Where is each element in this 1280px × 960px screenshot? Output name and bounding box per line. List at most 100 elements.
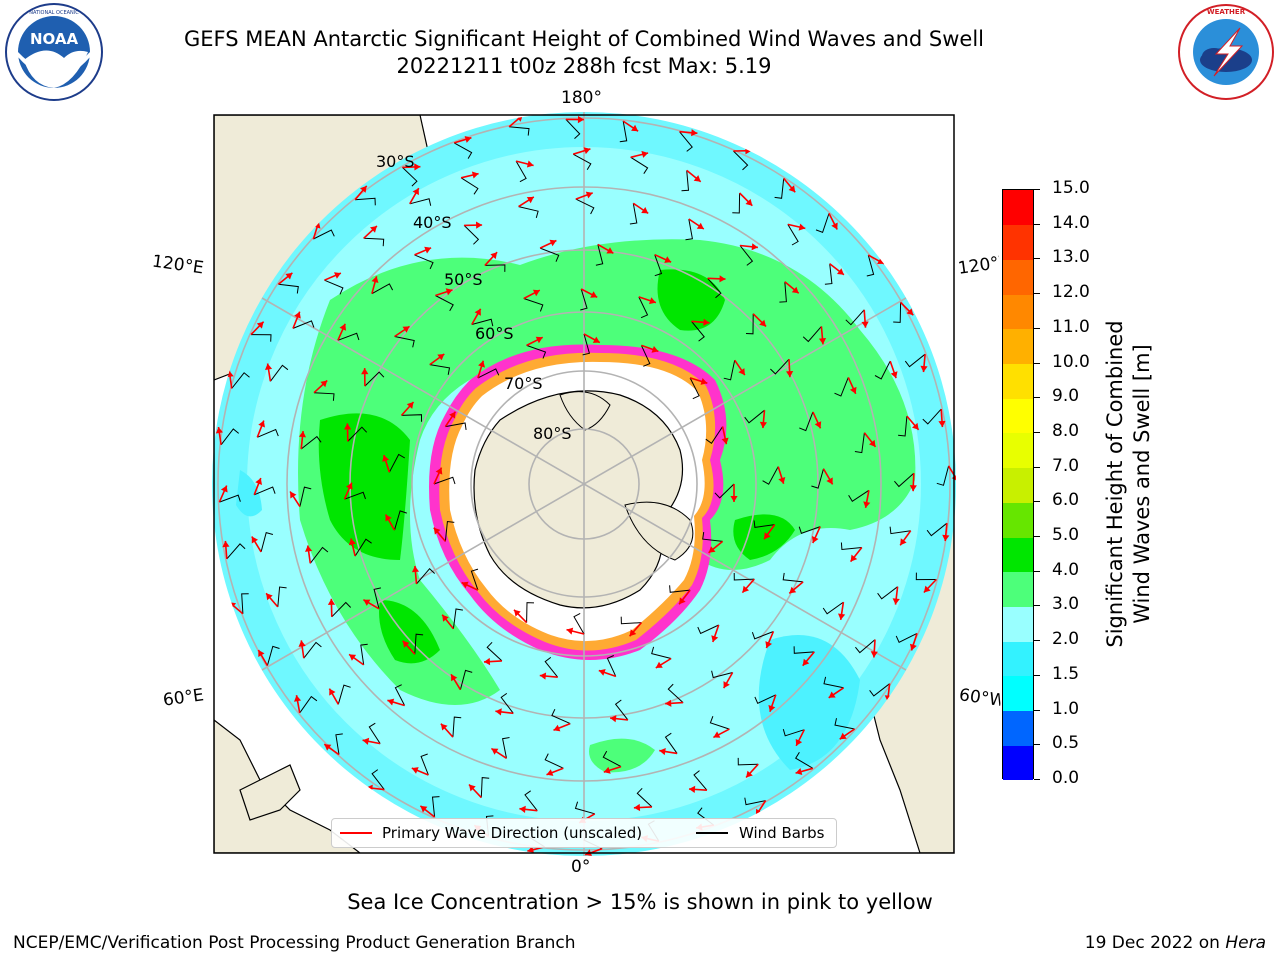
wind-barb [711, 670, 733, 679]
wind-barb [685, 218, 693, 241]
wave-arrow-head [691, 129, 698, 137]
wave-arrow-head [738, 368, 745, 376]
noaa-logo: NOAA NATIONAL OCEANIC [5, 3, 103, 101]
colorbar-segment [1003, 745, 1033, 781]
wind-barb [745, 313, 754, 335]
colorbar-tick-mark [1034, 744, 1040, 746]
wind-barb [702, 532, 723, 542]
wave-arrow-head [449, 411, 456, 419]
wind-barb [226, 543, 246, 560]
colorbar-tick-label: 1.0 [1052, 698, 1080, 719]
colorbar-tick-label: 3.0 [1052, 594, 1080, 615]
wave-arrow-head [892, 598, 900, 605]
wind-barb [463, 225, 480, 245]
colorbar-segment [1003, 432, 1033, 469]
wave-arrow-head [788, 185, 796, 193]
wave-arrow-head [339, 323, 347, 331]
wind-barb [848, 489, 870, 503]
colorbar-tick-label: 1.5 [1052, 663, 1080, 684]
wave-arrow-head [912, 422, 919, 430]
colorbar-segment [1003, 537, 1033, 573]
colorbar-tick-mark [1034, 570, 1040, 572]
colorbar-segment [1003, 190, 1033, 226]
wind-barb [697, 624, 719, 635]
wave-arrow-head [664, 256, 672, 263]
wave-arrow-head [696, 222, 704, 229]
wave-arrow-head [791, 286, 799, 294]
wind-barb [739, 245, 754, 266]
wave-arrow-head [730, 496, 738, 502]
wind-barb [299, 695, 318, 714]
wind-barb [681, 170, 690, 192]
colorbar-tick-mark [1034, 466, 1040, 468]
wave-arrow-head [305, 545, 313, 552]
wind-barb [744, 797, 766, 806]
wind-barb [480, 777, 490, 798]
colorbar-tick-mark [1034, 536, 1040, 538]
wind-barb [667, 683, 684, 703]
wave-arrow-head [258, 420, 265, 428]
wind-barb [575, 198, 595, 215]
wave-arrow-head [255, 478, 262, 485]
wave-arrow-head [920, 365, 928, 373]
wind-barb [433, 476, 456, 485]
colorbar-segment [1003, 224, 1033, 260]
wind-barb [363, 237, 385, 247]
wind-barb [774, 178, 785, 199]
wind-barb [834, 377, 849, 397]
wave-arrow-head [610, 715, 617, 723]
wind-barb [737, 757, 759, 766]
wave-arrow-head [402, 326, 410, 333]
wave-arrow-head [818, 338, 827, 345]
wind-barb [453, 142, 473, 159]
wind-barb [936, 465, 950, 486]
wind-barb [782, 572, 804, 583]
wind-barb [733, 150, 749, 171]
wind-barb [926, 522, 948, 537]
wind-barb [869, 683, 890, 697]
wind-barb [893, 302, 902, 323]
wind-barb [371, 283, 394, 295]
wave-arrow-head [414, 163, 421, 171]
wind-barb [355, 197, 376, 206]
wave-arrow-head [329, 688, 336, 696]
colorbar-tick-mark [1034, 779, 1040, 780]
wind-barb [299, 486, 312, 507]
colorbar-segment [1003, 294, 1033, 330]
wind-barb [347, 426, 368, 442]
wind-barb [364, 371, 385, 387]
wind-barb [260, 531, 274, 553]
wave-arrow-head [406, 402, 414, 409]
wave-arrow-head [424, 246, 432, 254]
wind-barb [337, 684, 351, 705]
wind-barb [416, 567, 436, 585]
wind-barb [394, 510, 407, 531]
wind-barb [620, 616, 642, 625]
wind-barb [580, 288, 588, 311]
wave-arrow-head [828, 691, 836, 698]
wind-barb [614, 699, 629, 721]
colorbar-tick-label: 0.0 [1052, 768, 1080, 788]
wind-barb [500, 692, 514, 714]
colorbar-segment [1003, 398, 1033, 434]
wave-arrow-head [526, 160, 534, 168]
colorbar-label-line2: Wind Waves and Swell [m] [1130, 344, 1154, 624]
wave-arrow-head [700, 378, 708, 385]
wind-barb [429, 364, 451, 375]
footer-credit: NCEP/EMC/Verification Post Processing Pr… [13, 933, 576, 953]
wave-arrow-head [689, 785, 696, 793]
wind-barb [331, 601, 352, 618]
wave-arrow-head [877, 257, 885, 264]
colorbar-tick-label: 4.0 [1052, 559, 1080, 580]
wave-arrow-head [759, 421, 767, 429]
wave-arrow-head [786, 371, 794, 378]
lat-label-80s: 80°S [533, 424, 572, 443]
wave-arrow-head [298, 431, 306, 438]
wind-barb [904, 353, 926, 368]
wind-barb [544, 657, 559, 678]
wind-barb [874, 360, 891, 380]
wave-arrow-head [798, 223, 806, 231]
wave-arrow-head [629, 629, 637, 637]
wave-arrow-head [577, 115, 584, 124]
